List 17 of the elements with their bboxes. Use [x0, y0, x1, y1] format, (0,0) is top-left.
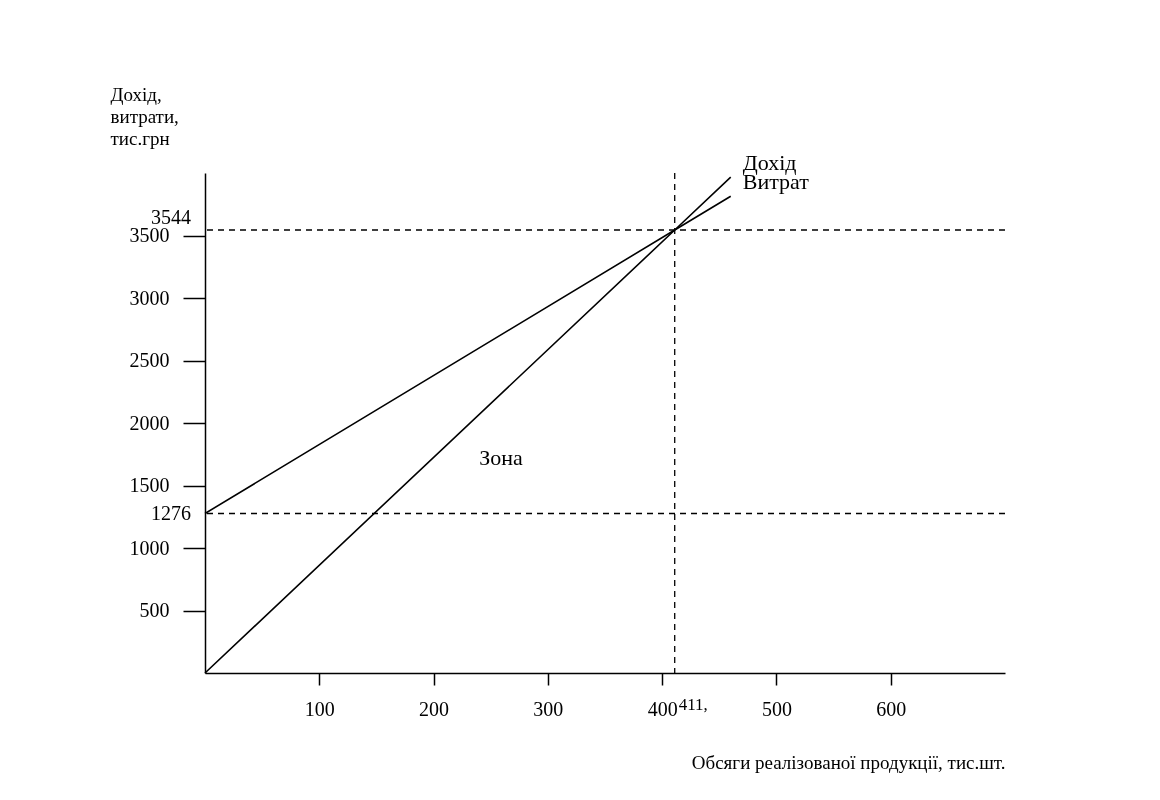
y-tick-label: 2500: [129, 349, 170, 371]
x-tick-label: 200: [419, 697, 450, 720]
x-axis-title: Обсяги реалізованої продукції, тис.шт.: [691, 751, 1006, 773]
ref-line-label: 411,: [678, 695, 708, 714]
x-tick-label: 400: [647, 697, 678, 720]
y-axis-title: Дохід, витрати, тис.грн: [110, 83, 179, 149]
annotation: Зона: [479, 445, 524, 470]
x-tick-label: 600: [876, 697, 907, 720]
y-tick-label: 3000: [129, 286, 170, 309]
y-tick-label: 1000: [129, 536, 170, 559]
x-tick-label: 100: [304, 697, 335, 720]
x-tick-label: 300: [533, 697, 564, 720]
y-tick-label: 1500: [129, 474, 170, 496]
y-tick-label: 2000: [129, 411, 170, 434]
x-tick-label: 500: [761, 697, 792, 720]
ref-line-label: 1276: [151, 501, 191, 524]
y-tick-label: 500: [139, 599, 170, 621]
